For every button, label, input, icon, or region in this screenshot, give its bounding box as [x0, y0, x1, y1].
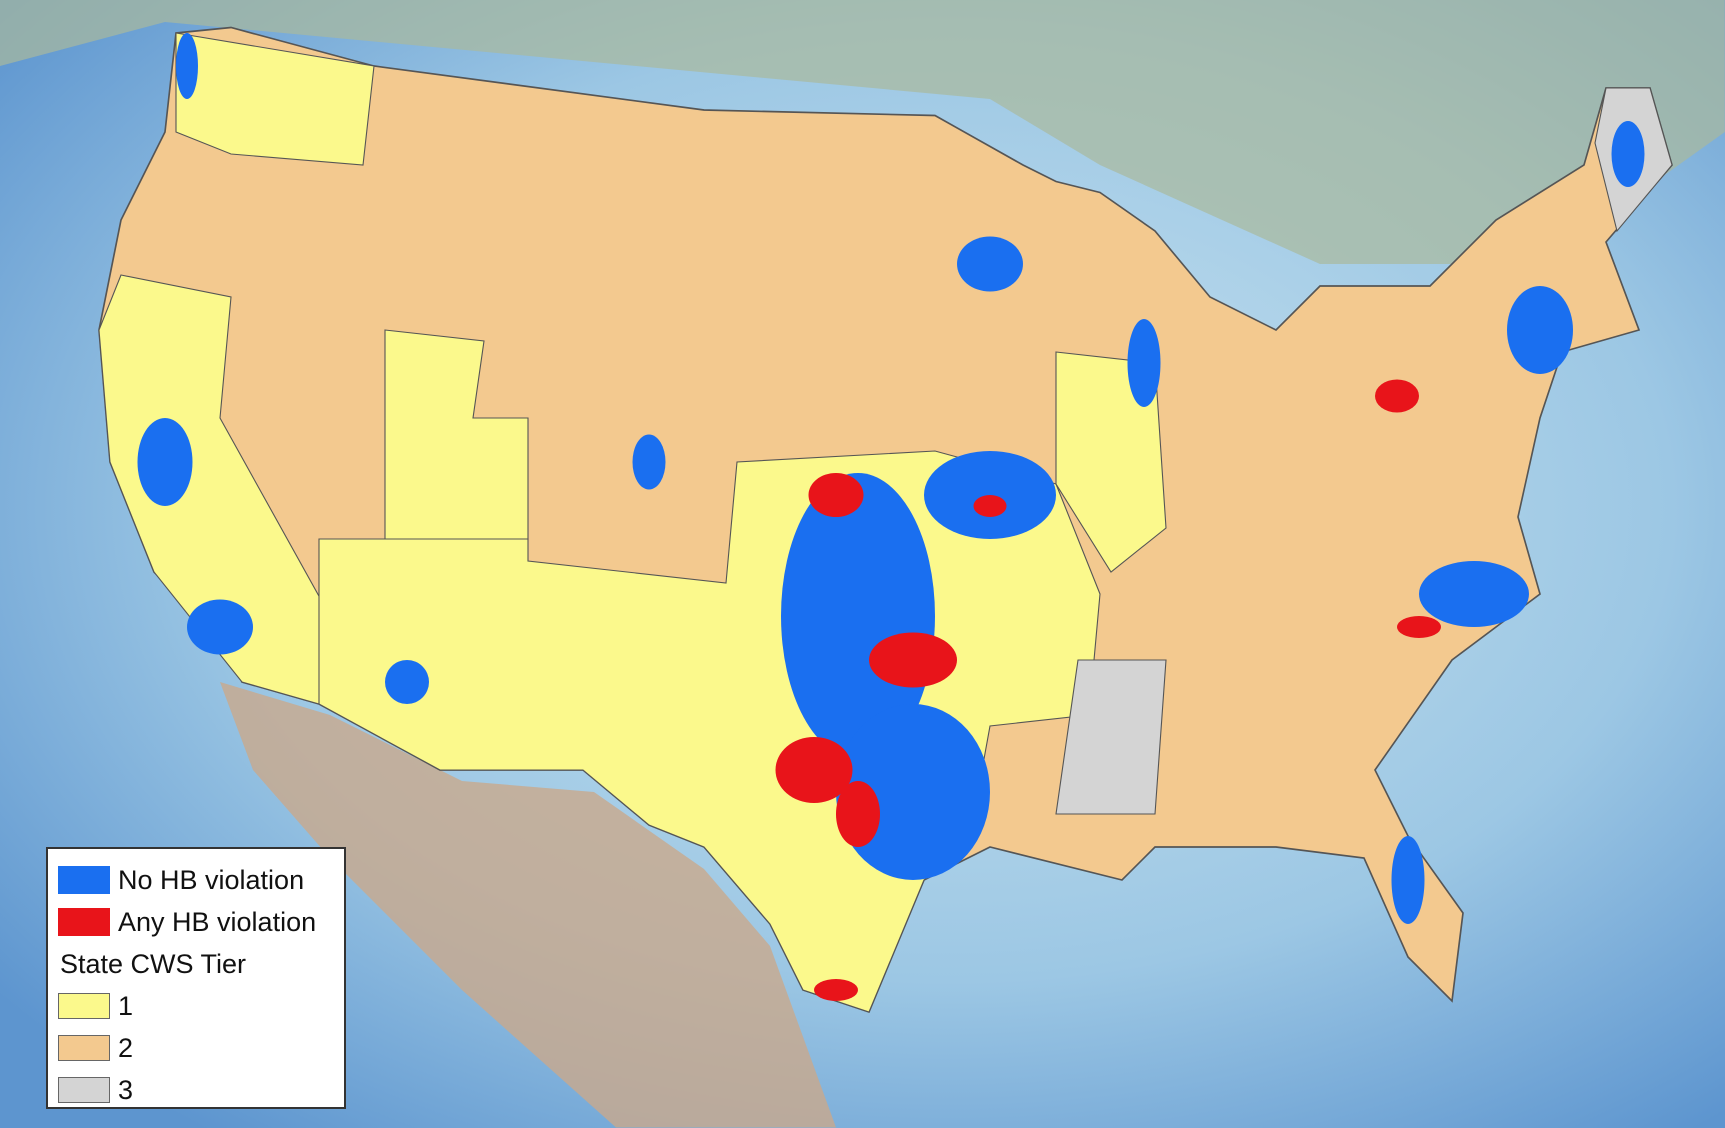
legend-item: 1 — [58, 985, 334, 1027]
legend-label: 2 — [118, 1032, 134, 1063]
legend-label: Any HB violation — [118, 906, 317, 937]
legend-swatch — [58, 1077, 110, 1103]
legend-item: 3 — [58, 1069, 334, 1111]
legend-swatch — [58, 1035, 110, 1061]
legend-item: 2 — [58, 1027, 334, 1069]
mexico — [220, 682, 836, 1128]
legend-label: No HB violation — [118, 864, 305, 895]
legend-label: 1 — [118, 990, 134, 1021]
canada — [0, 0, 1725, 264]
legend-swatch — [58, 993, 110, 1019]
legend: No HB violation Any HB violation State C… — [46, 847, 346, 1109]
legend-item: Any HB violation — [58, 901, 334, 943]
legend-label: 3 — [118, 1074, 134, 1105]
no-violation-areas — [137, 33, 1645, 924]
violation-areas — [775, 379, 1441, 1001]
legend-swatch — [58, 908, 110, 936]
legend-item: No HB violation — [58, 859, 334, 901]
legend-swatch — [58, 866, 110, 894]
legend-title: State CWS Tier — [60, 948, 247, 979]
